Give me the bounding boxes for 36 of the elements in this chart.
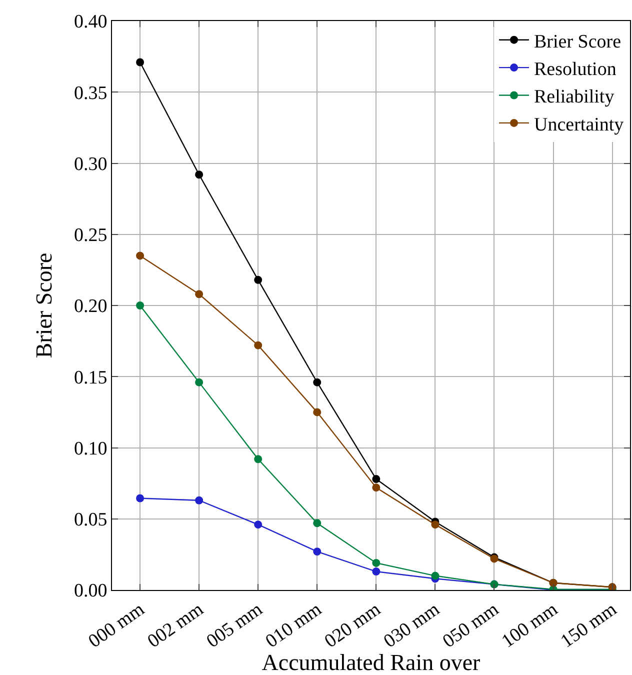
point [372,475,380,484]
point [195,496,204,504]
point [372,568,380,576]
point [136,252,144,260]
point [254,520,262,529]
point [136,494,144,502]
point [254,455,262,464]
y-tick-label: 0.25 [74,225,108,246]
point [313,378,322,386]
point [195,378,204,386]
point [313,548,322,556]
point [136,58,144,66]
point [195,170,204,179]
point [254,276,262,284]
y-tick-label: 0.15 [74,367,108,388]
legend-label: Reliability [534,86,615,108]
y-tick-label: 0.40 [74,12,108,33]
y-axis-title: Brier Score [31,252,56,358]
point [372,558,380,567]
y-tick-label: 0.30 [74,154,108,175]
point [254,341,262,350]
point [136,302,144,310]
point [313,519,322,528]
legend-label: Uncertainty [534,114,624,136]
point [313,408,322,416]
point [431,520,440,529]
point [195,290,204,298]
y-tick-label: 0.20 [74,296,108,318]
point [431,572,440,580]
legend-label: Brier Score [534,31,622,52]
y-tick-label: 0.05 [74,510,108,531]
y-tick-label: 0.10 [74,438,108,460]
point [372,484,380,492]
x-axis-title: Accumulated Rain over [262,650,481,675]
legend-label: Resolution [534,58,617,80]
y-tick-label: 0.35 [74,82,108,104]
